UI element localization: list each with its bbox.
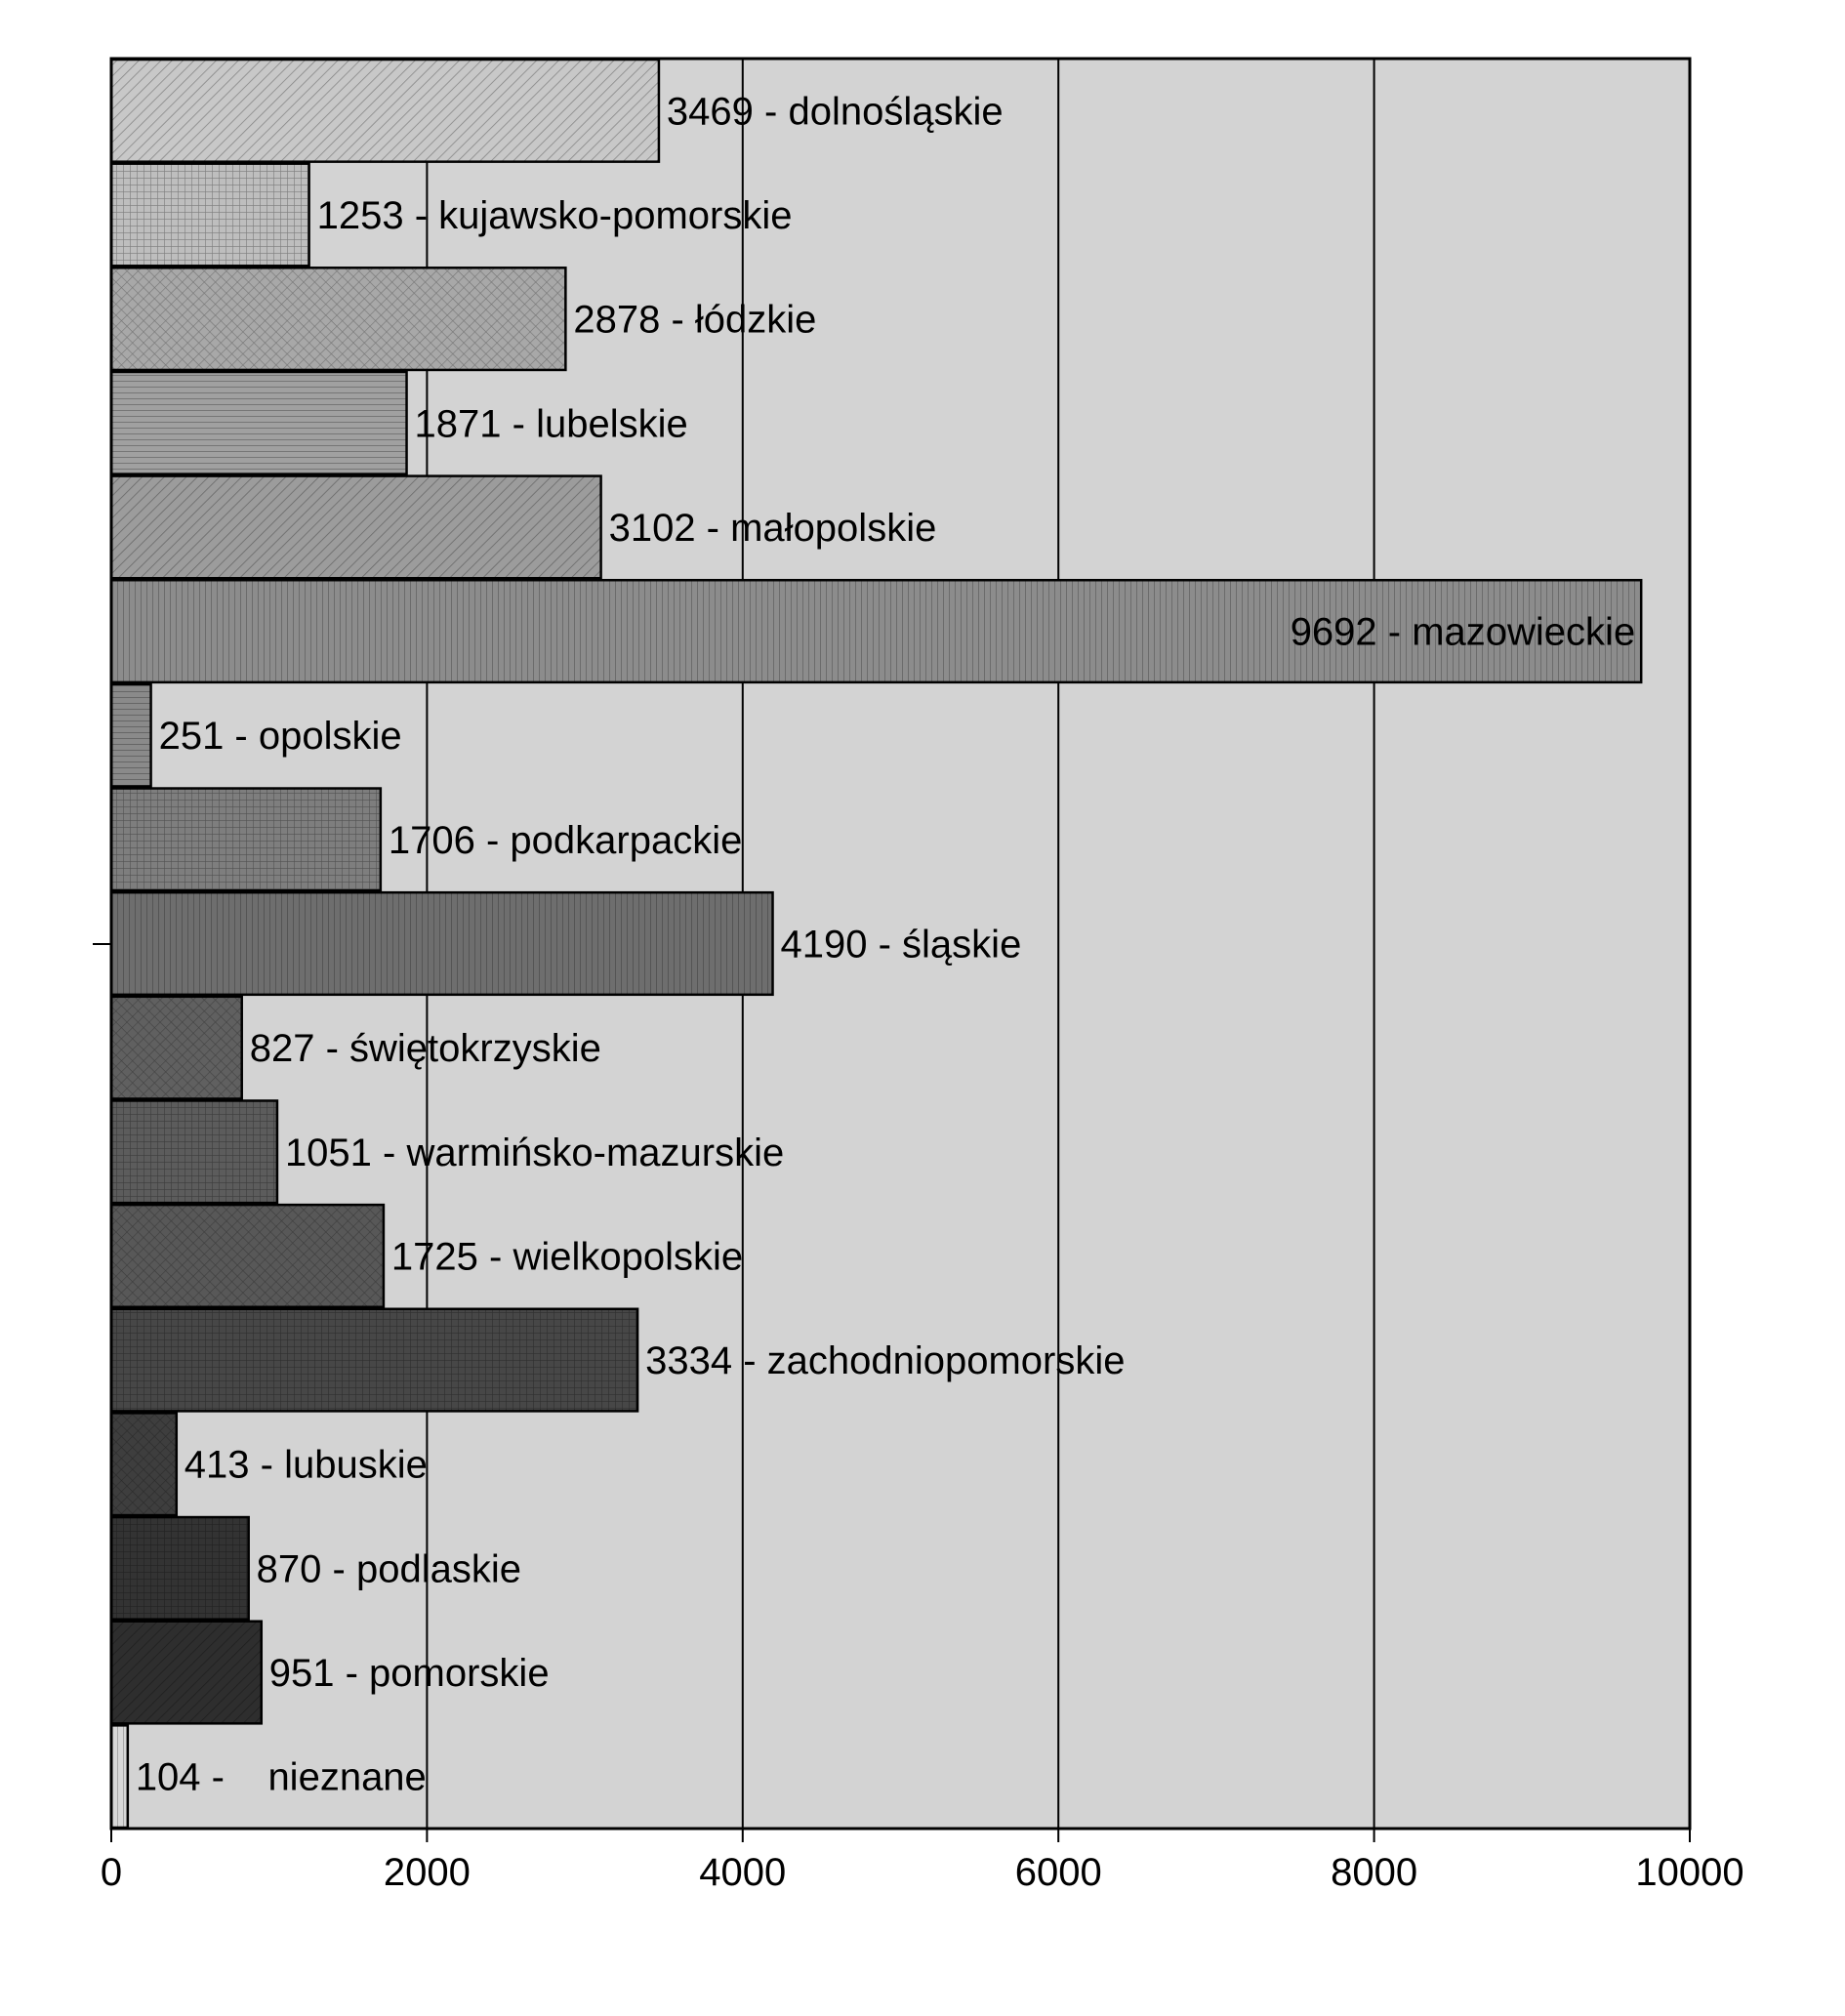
- bar-2: [109, 162, 310, 267]
- bar-label: 3334 - zachodniopomorskie: [645, 1339, 1125, 1382]
- bar-12: [109, 1203, 386, 1309]
- bar-label: 4190 - śląskie: [781, 924, 1022, 967]
- bar-17: [109, 1724, 130, 1830]
- bar-label: 1871 - lubelskie: [415, 402, 688, 445]
- bar-pattern: [109, 1620, 264, 1725]
- bar-1: [109, 58, 661, 163]
- bar-pattern: [109, 578, 1643, 684]
- bar-16: [109, 1620, 264, 1725]
- bars: [109, 58, 1643, 1830]
- bar-label: 827 - świętokrzyskie: [250, 1027, 601, 1070]
- bar-11: [109, 1099, 279, 1205]
- bar-label: 9692 - mazowieckie: [1291, 611, 1636, 654]
- data-labels: 3469 - dolnośląskie 1253 - kujawsko-pomor…: [136, 90, 1635, 1798]
- bar-label: 3469 - dolnośląskie: [667, 90, 1004, 133]
- bar-label: 3102 - małopolskie: [609, 507, 937, 550]
- bar-3: [109, 267, 567, 372]
- x-tick-label: 2000: [384, 1851, 471, 1894]
- bar-pattern: [109, 267, 567, 372]
- bar-pattern: [109, 370, 408, 475]
- bar-label: 1051 - warmińsko-mazurskie: [285, 1131, 784, 1174]
- bar-pattern: [109, 1307, 639, 1413]
- bar-8: [109, 787, 383, 892]
- bar-7: [109, 682, 152, 788]
- bar-label: 413 - lubuskie: [184, 1444, 428, 1487]
- bar-pattern: [109, 1412, 179, 1517]
- bar-label: 251 - opolskie: [159, 715, 402, 758]
- bar-9: [109, 890, 774, 997]
- bar-6: [109, 578, 1643, 684]
- x-tick-label: 8000: [1331, 1851, 1417, 1894]
- bar-pattern: [109, 474, 602, 580]
- bar-label: 104 - nieznane: [136, 1756, 427, 1799]
- bar-13: [109, 1307, 639, 1413]
- bar-15: [109, 1515, 250, 1621]
- bar-pattern: [109, 890, 774, 997]
- x-tick-label: 10000: [1635, 1851, 1743, 1894]
- bar-label: 1725 - wielkopolskie: [391, 1235, 743, 1278]
- bar-label: 951 - pomorskie: [269, 1652, 550, 1695]
- bar-pattern: [109, 1203, 386, 1309]
- bar-10: [109, 995, 243, 1100]
- bar-label: 870 - podlaskie: [257, 1547, 521, 1590]
- bar-label: 1253 - kujawsko-pomorskie: [317, 194, 793, 237]
- bar-pattern: [109, 1724, 130, 1830]
- bar-pattern: [109, 58, 661, 163]
- bar-pattern: [109, 787, 383, 892]
- x-tick-label: 6000: [1015, 1851, 1102, 1894]
- bar-label: 1706 - podkarpackie: [389, 819, 742, 862]
- bar-pattern: [109, 682, 152, 788]
- bar-14: [109, 1412, 179, 1517]
- x-axis: 0 2000 4000 6000 8000 10000: [101, 1829, 1744, 1894]
- x-tick-label: 4000: [699, 1851, 786, 1894]
- x-tick-label: 0: [101, 1851, 122, 1894]
- bar-5: [109, 474, 602, 580]
- bar-4: [109, 370, 408, 475]
- bar-label: 2878 - łódzkie: [573, 299, 816, 342]
- bar-pattern: [109, 1099, 279, 1205]
- bar-pattern: [109, 1515, 250, 1621]
- bar-pattern: [109, 162, 310, 267]
- bar-pattern: [109, 995, 243, 1100]
